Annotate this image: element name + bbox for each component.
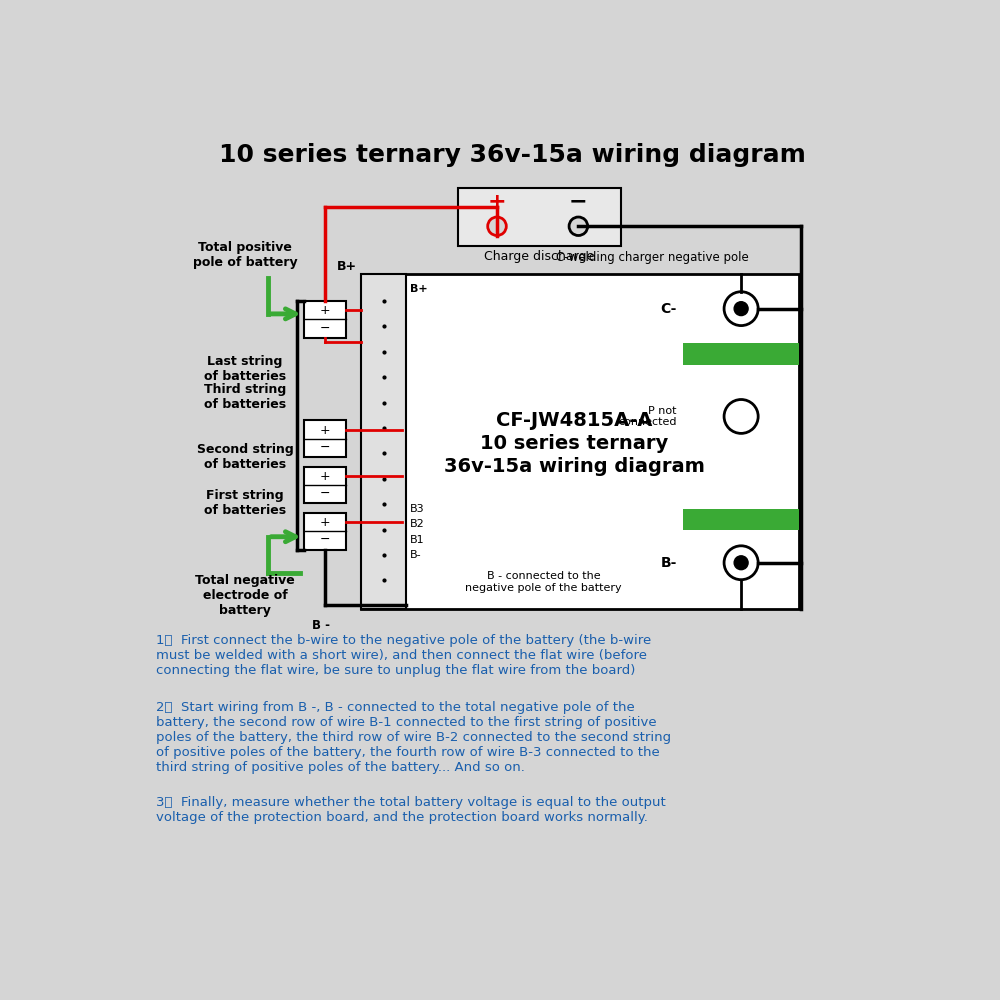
Text: Charge discharge: Charge discharge (484, 250, 595, 263)
Text: +: + (488, 192, 506, 212)
Bar (304, 513, 346, 550)
Text: 36v-15a wiring diagram: 36v-15a wiring diagram (444, 457, 705, 476)
Circle shape (734, 556, 748, 570)
Text: B -: B - (312, 619, 330, 632)
Bar (304, 301, 346, 338)
Text: B-: B- (410, 550, 422, 560)
Text: B+: B+ (410, 284, 428, 294)
Text: 1、  First connect the b-wire to the negative pole of the battery (the b-wire
mus: 1、 First connect the b-wire to the negat… (156, 634, 651, 677)
Text: −: − (320, 441, 330, 454)
Text: +: + (320, 470, 330, 483)
Text: B - connected to the
negative pole of the battery: B - connected to the negative pole of th… (465, 571, 622, 593)
Text: Last string
of batteries: Last string of batteries (204, 355, 286, 383)
Text: Second string
of batteries: Second string of batteries (197, 443, 294, 471)
Text: Total negative
electrode of
battery: Total negative electrode of battery (195, 574, 295, 617)
Bar (304, 420, 346, 457)
Bar (361, 274, 799, 609)
Text: −: − (569, 192, 588, 212)
Text: P not
connected: P not connected (618, 406, 677, 427)
Circle shape (724, 292, 758, 326)
Text: B2: B2 (410, 519, 425, 529)
Text: B-: B- (660, 556, 677, 570)
Text: B+: B+ (337, 260, 358, 273)
Bar (683, 509, 799, 530)
Text: 10 series ternary: 10 series ternary (480, 434, 669, 453)
Text: Total positive
pole of battery: Total positive pole of battery (193, 241, 297, 269)
Text: B3: B3 (410, 504, 425, 514)
Circle shape (724, 546, 758, 580)
Circle shape (488, 217, 506, 235)
Text: +: + (320, 304, 330, 317)
Circle shape (734, 302, 748, 316)
Bar (304, 466, 346, 503)
Text: First string
of batteries: First string of batteries (204, 489, 286, 517)
Text: −: − (320, 321, 330, 334)
Text: Third string
of batteries: Third string of batteries (204, 383, 286, 411)
Text: 10 series ternary 36v-15a wiring diagram: 10 series ternary 36v-15a wiring diagram (219, 143, 806, 167)
Bar (361, 274, 406, 609)
Text: +: + (320, 516, 330, 529)
Circle shape (569, 217, 588, 235)
Text: CF-JW4815A-A: CF-JW4815A-A (496, 411, 653, 430)
Text: +: + (320, 424, 330, 437)
Text: C-: C- (660, 302, 677, 316)
Text: C-welding charger negative pole: C-welding charger negative pole (556, 251, 748, 264)
Text: B1: B1 (410, 535, 425, 545)
Text: −: − (320, 533, 330, 546)
Text: 2、  Start wiring from B -, B - connected to the total negative pole of the
batte: 2、 Start wiring from B -, B - connected … (156, 701, 671, 774)
Text: −: − (320, 487, 330, 500)
Text: 3、  Finally, measure whether the total battery voltage is equal to the output
vo: 3、 Finally, measure whether the total ba… (156, 796, 666, 824)
Bar (458, 188, 621, 246)
Bar (683, 343, 799, 365)
Circle shape (724, 400, 758, 433)
